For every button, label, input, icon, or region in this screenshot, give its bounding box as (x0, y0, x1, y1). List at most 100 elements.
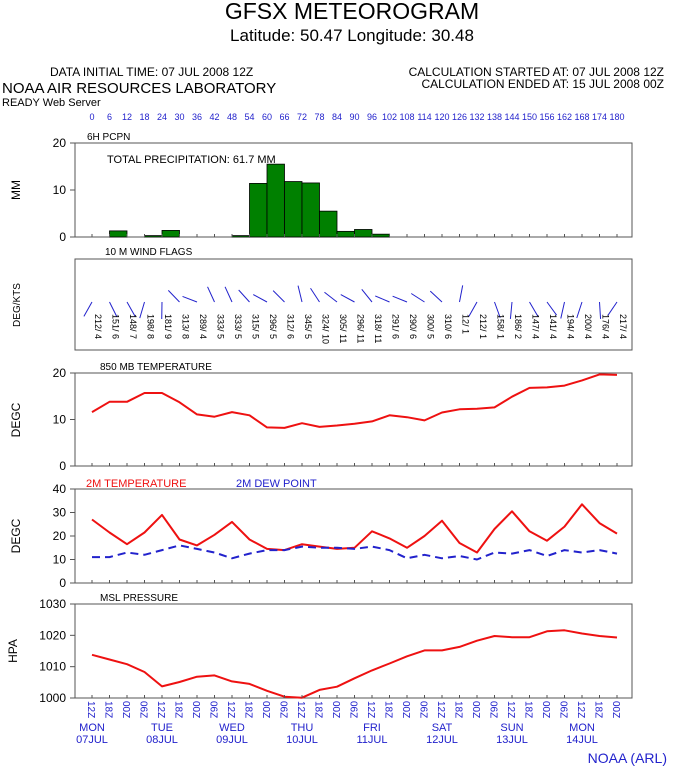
time-tick-label: 00Z (610, 701, 621, 718)
time-tick-label: 18Z (243, 701, 254, 718)
date-label: 11JUL (357, 734, 388, 746)
t2m-series-line (92, 544, 618, 561)
t850-y-tick-label: 10 (53, 413, 67, 427)
wind-barb (253, 294, 268, 303)
precip-bar (319, 210, 338, 238)
wind-frame (74, 258, 633, 351)
data-initial-time: DATA INITIAL TIME: 07 JUL 2008 12Z (50, 65, 253, 79)
wind-barb (468, 301, 478, 317)
time-tick-label: 18Z (313, 701, 324, 718)
t2m-y-tick-label: 40 (53, 482, 67, 496)
wind-label: 212/ 4 (93, 314, 103, 339)
day-labels: MON07JULTUE08JULWED09JULTHU10JULFRI11JUL… (76, 722, 598, 746)
day-of-week-label: TUE (151, 722, 173, 734)
time-tick-label: 06Z (558, 701, 569, 718)
day-of-week-label: WED (219, 722, 245, 734)
wind-label: 181/ 9 (163, 314, 173, 339)
time-tick-label: 12Z (435, 701, 446, 718)
forecast-hour-label: 168 (574, 112, 589, 122)
precip-bar (266, 163, 285, 238)
mslp-y-tick-label: 1010 (39, 660, 66, 674)
forecast-hour-label: 30 (174, 112, 184, 122)
day-of-week-label: SAT (432, 722, 453, 734)
time-tick-label: 12Z (365, 701, 376, 718)
mslp-y-tick-label: 1000 (39, 691, 66, 705)
forecast-hour-label: 60 (262, 112, 272, 122)
forecast-hour-label: 102 (382, 112, 397, 122)
t2m-series-line (91, 503, 618, 554)
precip-bar (144, 235, 163, 238)
t2m-legend-temperature: 2M TEMPERATURE (86, 478, 186, 490)
t2m-y-label: DEGC (9, 518, 23, 553)
wind-barb (224, 286, 233, 303)
precip-bar (249, 183, 268, 238)
precipitation-panel: 6H PCPN TOTAL PRECIPITATION: 61.7 MM MM … (9, 132, 633, 244)
wind-barb (392, 295, 408, 303)
wind-barb (546, 301, 558, 316)
wind-barb (272, 290, 285, 303)
day-of-week-label: FRI (363, 722, 381, 734)
forecast-hour-label: 174 (592, 112, 607, 122)
wind-barb (139, 301, 145, 319)
forecast-hour-label: 138 (487, 112, 502, 122)
wind-label: 148/ 7 (128, 314, 138, 339)
wind-barb (310, 287, 320, 303)
forecast-hour-label: 150 (522, 112, 537, 122)
precip-bar (301, 182, 320, 238)
mslp-y-label: HPA (6, 639, 20, 663)
forecast-hour-label: 12 (122, 112, 132, 122)
mslp-y-tick-label: 1020 (39, 628, 66, 642)
time-axis-ticks: 12Z 18Z 00Z 06Z 12Z 18Z 00Z 06Z 12Z 18Z 00Z 06Z 12Z 1… (85, 701, 621, 718)
forecast-hour-label: 78 (314, 112, 324, 122)
footer-credit: NOAA (ARL) (588, 750, 667, 766)
precip-bar (284, 181, 303, 238)
time-tick-label: 18Z (453, 701, 464, 718)
precip-bar (109, 230, 128, 238)
forecast-hour-label: 156 (539, 112, 554, 122)
time-tick-label: 00Z (330, 701, 341, 718)
t850-y-ticks: 0 10 20 (53, 366, 75, 473)
time-tick-label: 06Z (138, 701, 149, 718)
wind-barb (83, 301, 93, 317)
date-label: 12JUL (426, 734, 458, 746)
precip-bar (336, 230, 355, 238)
time-tick-label: 18Z (173, 701, 184, 718)
wind-barb (126, 301, 136, 317)
wind-label: 345/ 5 (303, 314, 313, 339)
date-label: 09JUL (216, 734, 248, 746)
mslp-y-ticks: 1000 1010 1020 1030 (39, 597, 75, 705)
forecast-hour-label: 96 (367, 112, 377, 122)
wind-label: 12/ 1 (461, 314, 471, 334)
date-label: 14JUL (566, 734, 598, 746)
wind-barb (297, 285, 303, 303)
wind-barb (238, 289, 250, 303)
wind-label: 289/ 4 (198, 314, 208, 339)
t850-y-label: DEGC (9, 402, 23, 437)
wind-label: 186/ 2 (513, 314, 523, 339)
time-tick-label: 18Z (593, 701, 604, 718)
wind-label: 312/ 6 (286, 314, 296, 339)
wind-title: 10 M WIND FLAGS (105, 247, 193, 258)
forecast-hour-label: 48 (227, 112, 237, 122)
forecast-hour-label: 84 (332, 112, 342, 122)
forecast-hour-label: 132 (469, 112, 484, 122)
calculation-ended: CALCULATION ENDED AT: 15 JUL 2008 00Z (421, 77, 664, 91)
forecast-hour-label: 180 (609, 112, 624, 122)
mslp-series-line (91, 629, 618, 699)
wind-label: 151/ 6 (111, 314, 121, 339)
wind-labels: 212/ 4 151/ 6 148/ 7 198/ 8 181/ 9 313/ 8 289/… (93, 314, 628, 344)
wind-label: 158/ 1 (496, 314, 506, 339)
time-tick-label: 06Z (278, 701, 289, 718)
day-of-week-label: SUN (500, 722, 523, 734)
forecast-hour-label: 162 (557, 112, 572, 122)
forecast-hour-label: 114 (417, 112, 431, 122)
precip-bar (231, 235, 250, 238)
wind-label: 200/ 4 (583, 314, 593, 339)
time-tick-label: 06Z (418, 701, 429, 718)
precip-bar (354, 229, 373, 238)
precip-y-tick-label: 20 (53, 136, 67, 150)
precipitation-title: 6H PCPN (87, 132, 130, 143)
forecast-hour-label: 66 (279, 112, 289, 122)
time-tick-label: 00Z (190, 701, 201, 718)
wind-label: 296/ 11 (356, 314, 366, 343)
